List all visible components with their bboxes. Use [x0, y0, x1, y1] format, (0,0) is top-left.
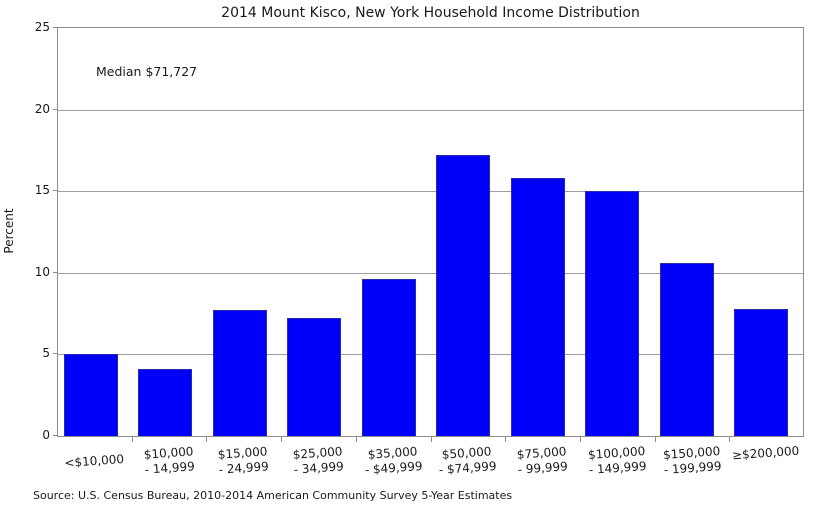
x-tick-label: ≥$200,000 [731, 443, 800, 463]
y-tick [53, 27, 57, 28]
bar [138, 369, 193, 436]
y-tick [53, 435, 57, 436]
gridline [58, 110, 803, 111]
bar [659, 263, 714, 436]
gridline [58, 354, 803, 355]
x-tick [431, 437, 432, 442]
x-tick-label: $100,000- 149,999 [587, 444, 647, 477]
chart-title: 2014 Mount Kisco, New York Household Inc… [221, 5, 640, 21]
x-tick-label: $15,000- 24,999 [217, 444, 270, 477]
y-tick [53, 272, 57, 273]
y-tick [53, 353, 57, 354]
median-annotation: Median $71,727 [96, 64, 198, 79]
y-tick [53, 190, 57, 191]
y-tick-label: 25 [34, 20, 50, 34]
bar [436, 155, 491, 436]
y-tick-label: 5 [42, 346, 50, 360]
x-tick [729, 437, 730, 442]
x-tick [655, 437, 656, 442]
bar [212, 310, 267, 436]
bar [510, 178, 565, 436]
x-tick-label: $50,000- $74,999 [438, 444, 498, 477]
x-axis-tick-labels: <$10,000 $10,000- 14,999 $15,000- 24,999 $2… [57, 443, 804, 480]
x-tick-label: $75,000- 99,999 [516, 444, 569, 477]
bar [734, 309, 789, 436]
plot-area: Median $71,727 [57, 27, 804, 437]
y-tick-label: 15 [34, 183, 50, 197]
source-note: Source: U.S. Census Bureau, 2010-2014 Am… [33, 489, 513, 502]
x-tick [132, 437, 133, 442]
x-tick [206, 437, 207, 442]
bar [287, 318, 342, 436]
y-tick-label: 10 [34, 265, 50, 279]
gridline [58, 191, 803, 192]
x-tick-label: <$10,000 [63, 451, 125, 471]
x-tick-label: $150,000- 199,999 [662, 444, 722, 477]
y-tick [53, 109, 57, 110]
x-tick-label: $35,000- $49,999 [364, 444, 423, 477]
bar [585, 191, 640, 436]
bar [361, 279, 416, 436]
y-tick-label: 20 [34, 102, 50, 116]
bar [63, 354, 118, 436]
x-tick-label: $25,000- 34,999 [292, 444, 345, 477]
y-axis-label: Percent [2, 208, 16, 254]
x-tick [580, 437, 581, 442]
x-tick [281, 437, 282, 442]
y-tick-label: 0 [42, 428, 50, 442]
gridline [58, 273, 803, 274]
x-tick [505, 437, 506, 442]
x-tick-label: $10,000- 14,999 [143, 444, 195, 477]
x-tick [356, 437, 357, 442]
